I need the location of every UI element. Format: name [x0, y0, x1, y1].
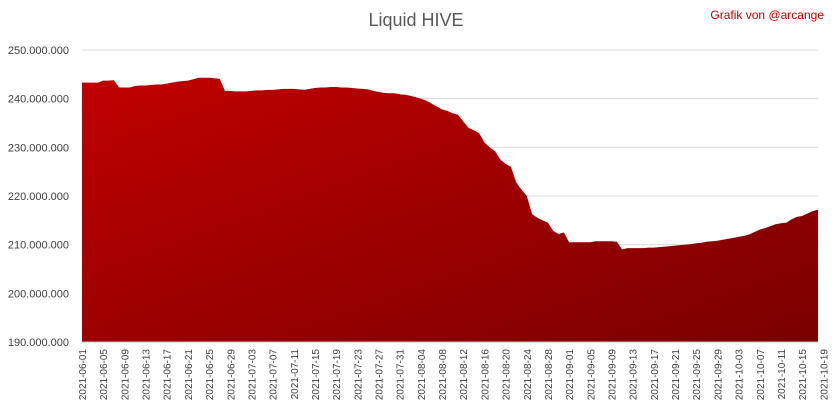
y-tick-label: 200.000.000: [8, 288, 69, 300]
y-tick-label: 250.000.000: [8, 45, 69, 57]
x-tick-label: 2021-07-03: [247, 349, 258, 401]
x-tick-label: 2021-10-15: [798, 349, 809, 401]
area-layer: [82, 77, 818, 343]
x-tick-label: 2021-06-05: [99, 349, 110, 401]
x-tick-label: 2021-07-19: [332, 349, 343, 401]
x-tick-label: 2021-10-11: [777, 349, 788, 400]
x-tick-label: 2021-07-27: [375, 349, 386, 401]
y-tick-label: 240.000.000: [8, 94, 69, 106]
x-tick-label: 2021-07-23: [353, 349, 364, 401]
chart-credit: Grafik von @arcange: [710, 8, 824, 22]
x-tick-label: 2021-06-13: [142, 349, 153, 401]
chart-title: Liquid HIVE: [368, 10, 464, 30]
x-tick-label: 2021-09-09: [608, 349, 619, 401]
x-tick-label: 2021-08-04: [417, 349, 428, 401]
x-tick-label: 2021-08-16: [480, 349, 491, 401]
y-tick-label: 220.000.000: [8, 191, 69, 203]
x-tick-label: 2021-10-03: [735, 349, 746, 401]
x-tick-label: 2021-06-01: [78, 349, 89, 401]
x-tick-label: 2021-07-11: [290, 349, 301, 400]
y-tick-labels: 190.000.000 200.000.000 210.000.000 220.000…: [8, 45, 69, 349]
x-tick-label: 2021-09-13: [629, 349, 640, 401]
x-tick-label: 2021-07-15: [311, 349, 322, 401]
x-tick-label: 2021-09-25: [692, 349, 703, 401]
x-tick-label: 2021-10-19: [819, 349, 830, 401]
x-tick-label: 2021-09-29: [713, 349, 724, 401]
x-tick-label: 2021-06-29: [226, 349, 237, 401]
y-tick-label: 230.000.000: [8, 142, 69, 154]
x-tick-label: 2021-09-05: [586, 349, 597, 401]
x-tick-label: 2021-10-07: [756, 349, 767, 401]
x-tick-label: 2021-08-08: [438, 349, 449, 401]
area-series: [82, 77, 818, 343]
x-tick-label: 2021-09-17: [650, 349, 661, 401]
x-tick-label: 2021-06-09: [120, 349, 131, 401]
y-tick-label: 190.000.000: [8, 337, 69, 349]
x-tick-label: 2021-08-12: [459, 349, 470, 401]
x-tick-label: 2021-06-17: [163, 349, 174, 401]
x-tick-label: 2021-06-21: [184, 349, 195, 401]
x-tick-label: 2021-09-21: [671, 349, 682, 401]
x-tick-label: 2021-08-28: [544, 349, 555, 401]
x-tick-label: 2021-08-20: [502, 349, 513, 401]
y-tick-label: 210.000.000: [8, 240, 69, 252]
x-tick-label: 2021-06-25: [205, 349, 216, 401]
x-tick-label: 2021-07-31: [396, 349, 407, 401]
x-tick-label: 2021-08-24: [523, 349, 534, 401]
x-tick-label: 2021-07-07: [269, 349, 280, 401]
x-tick-labels: 2021-06-01 2021-06-05 2021-06-09 2021-06-13…: [78, 349, 830, 401]
x-tick-label: 2021-09-01: [565, 349, 576, 401]
